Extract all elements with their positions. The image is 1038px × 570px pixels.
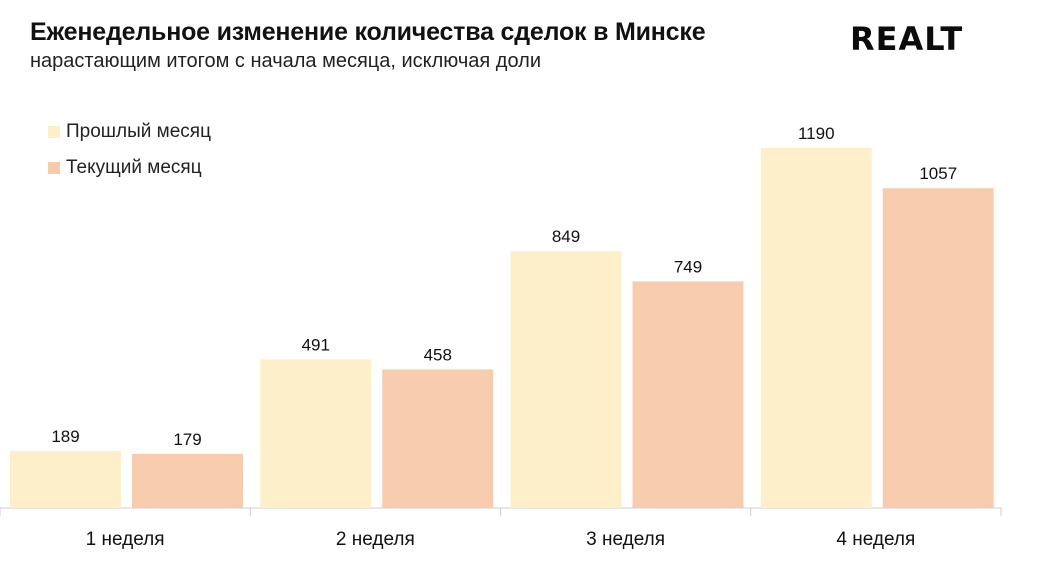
bar-previous-month xyxy=(510,251,622,508)
bar-current-month xyxy=(632,281,744,508)
legend-label-previous-month: Прошлый месяц xyxy=(66,121,211,142)
data-label-current-month: 749 xyxy=(674,257,702,276)
data-label-current-month: 458 xyxy=(424,345,452,364)
legend-swatch-current-month xyxy=(48,162,60,174)
data-label-previous-month: 1190 xyxy=(798,124,835,143)
data-label-current-month: 1057 xyxy=(919,164,957,183)
data-label-previous-month: 849 xyxy=(552,227,580,246)
x-tick-label: 4 неделя xyxy=(836,529,915,550)
data-label-current-month: 179 xyxy=(173,430,201,449)
legend-item-current-month: Текущий месяц xyxy=(48,150,211,186)
bar-previous-month xyxy=(260,359,372,508)
x-tick-label: 3 неделя xyxy=(586,529,665,550)
bar-previous-month xyxy=(760,148,872,508)
bar-current-month xyxy=(882,188,994,508)
legend-item-previous-month: Прошлый месяц xyxy=(48,114,211,150)
legend-label-current-month: Текущий месяц xyxy=(66,157,202,178)
chart-title: Еженедельное изменение количества сделок… xyxy=(30,18,706,46)
bar-previous-month xyxy=(10,450,121,508)
legend-swatch-previous-month xyxy=(48,126,60,138)
data-label-previous-month: 189 xyxy=(51,427,79,446)
bar-current-month xyxy=(382,369,494,508)
chart-legend: Прошлый месяц Текущий месяц xyxy=(48,114,211,186)
chart-subtitle: нарастающим итогом с начала месяца, искл… xyxy=(30,50,541,72)
bar-current-month xyxy=(132,453,243,508)
x-tick-label: 1 неделя xyxy=(86,529,165,550)
data-label-previous-month: 491 xyxy=(302,335,330,354)
x-tick-label: 2 неделя xyxy=(336,529,415,550)
realt-logo: REALT xyxy=(850,20,964,58)
